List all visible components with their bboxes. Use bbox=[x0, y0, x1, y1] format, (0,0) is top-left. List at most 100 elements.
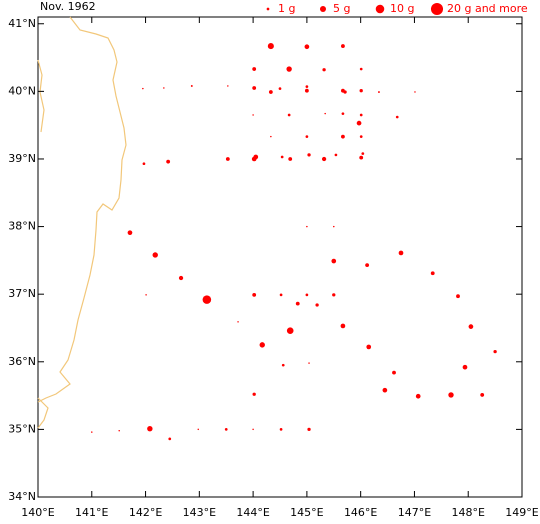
x-tick-label: 143°E bbox=[183, 506, 216, 519]
sample-point bbox=[163, 87, 165, 89]
sample-point bbox=[359, 135, 363, 139]
sample-point bbox=[252, 67, 257, 71]
sample-point bbox=[287, 113, 291, 117]
legend-label: 1 g bbox=[278, 2, 295, 15]
sample-point bbox=[278, 87, 282, 91]
sample-point bbox=[295, 301, 300, 306]
sample-point bbox=[305, 135, 309, 139]
sample-point bbox=[333, 225, 335, 228]
sample-point bbox=[147, 426, 153, 432]
legend-marker bbox=[319, 5, 327, 13]
y-tick-label: 36°N bbox=[8, 355, 36, 368]
sample-point bbox=[493, 349, 497, 354]
y-tick-label: 41°N bbox=[8, 17, 36, 30]
sample-point bbox=[280, 155, 284, 159]
sample-point bbox=[91, 431, 93, 433]
sample-point bbox=[341, 134, 345, 139]
sample-point bbox=[414, 91, 416, 93]
sample-point bbox=[324, 112, 326, 115]
sample-point bbox=[398, 250, 404, 256]
sample-point bbox=[308, 362, 310, 364]
chart-title: Nov. 1962 bbox=[40, 0, 96, 13]
sample-point bbox=[237, 321, 239, 323]
sample-point bbox=[356, 120, 362, 126]
sample-point bbox=[305, 85, 309, 88]
sample-point bbox=[168, 437, 172, 441]
sample-point bbox=[252, 428, 254, 431]
sample-point bbox=[365, 263, 370, 268]
sample-point bbox=[462, 364, 468, 370]
sample-point bbox=[305, 293, 309, 297]
sample-point bbox=[190, 85, 193, 87]
x-tick-label: 144°E bbox=[236, 506, 269, 519]
sample-point bbox=[286, 66, 292, 72]
sample-point bbox=[145, 294, 147, 296]
sample-point bbox=[178, 275, 184, 281]
coastline bbox=[37, 16, 127, 429]
sample-point bbox=[361, 152, 365, 155]
legend-marker bbox=[266, 7, 270, 11]
sample-point bbox=[341, 44, 345, 48]
x-tick-label: 149°E bbox=[505, 506, 538, 519]
sample-point bbox=[304, 88, 309, 93]
sample-point bbox=[359, 113, 363, 117]
sample-point bbox=[366, 344, 372, 350]
sample-point bbox=[341, 112, 345, 116]
sample-point bbox=[359, 67, 363, 71]
sample-point bbox=[340, 323, 346, 329]
y-tick-label: 40°N bbox=[8, 84, 36, 97]
sample-point bbox=[304, 44, 310, 50]
sample-point bbox=[392, 370, 396, 375]
sample-point bbox=[307, 153, 311, 157]
sample-point bbox=[306, 225, 308, 228]
sample-point bbox=[268, 90, 273, 94]
sample-point bbox=[118, 430, 120, 432]
legend-marker bbox=[375, 4, 385, 14]
sample-point bbox=[225, 157, 230, 161]
sample-point bbox=[334, 153, 338, 157]
sample-point bbox=[382, 387, 388, 393]
sample-point bbox=[202, 295, 212, 304]
sample-point bbox=[227, 85, 229, 87]
x-tick-label: 141°E bbox=[75, 506, 108, 519]
sample-point bbox=[267, 43, 274, 50]
sample-point bbox=[252, 86, 257, 90]
legend-label: 20 g and more bbox=[447, 2, 528, 15]
sample-point bbox=[252, 292, 257, 297]
sample-point bbox=[359, 89, 363, 93]
sample-point bbox=[259, 342, 265, 348]
sample-point bbox=[377, 91, 380, 93]
sample-point bbox=[331, 258, 337, 264]
legend-label: 5 g bbox=[333, 2, 350, 15]
sample-point bbox=[279, 428, 283, 431]
sample-point bbox=[252, 114, 254, 116]
sample-point bbox=[281, 363, 285, 367]
sample-point bbox=[224, 428, 228, 431]
sample-point bbox=[315, 303, 319, 307]
sample-point bbox=[127, 230, 133, 236]
x-tick-label: 142°E bbox=[129, 506, 162, 519]
y-tick-label: 38°N bbox=[8, 220, 36, 233]
y-tick-label: 39°N bbox=[8, 152, 36, 165]
sample-point bbox=[395, 115, 399, 119]
x-tick-label: 148°E bbox=[451, 506, 484, 519]
x-tick-label: 140°E bbox=[21, 506, 54, 519]
sample-point bbox=[166, 159, 171, 164]
sample-point bbox=[343, 90, 347, 94]
y-tick-label: 37°N bbox=[8, 287, 36, 300]
sample-point bbox=[142, 162, 146, 166]
sample-point bbox=[279, 293, 283, 297]
legend-label: 10 g bbox=[390, 2, 414, 15]
sample-point bbox=[270, 135, 272, 138]
y-tick-label: 35°N bbox=[8, 422, 36, 435]
y-tick-label: 34°N bbox=[8, 490, 36, 503]
sample-point bbox=[197, 428, 199, 431]
sample-point bbox=[456, 294, 460, 299]
sample-point bbox=[286, 327, 294, 334]
sample-point bbox=[430, 271, 435, 276]
sample-point bbox=[142, 87, 144, 90]
legend-marker bbox=[430, 2, 444, 16]
sample-point bbox=[307, 427, 311, 432]
sample-point bbox=[415, 393, 421, 399]
